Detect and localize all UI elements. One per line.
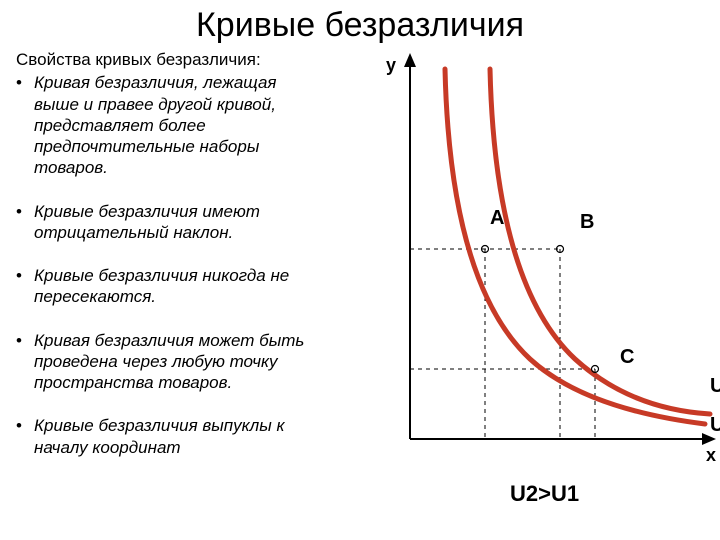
page-title: Кривые безразличия bbox=[0, 0, 720, 49]
chart-svg bbox=[360, 49, 720, 479]
list-item: Кривые безразличия никогда не пересекают… bbox=[16, 265, 324, 308]
indifference-chart: yxABCU1U2U2>U1 bbox=[360, 49, 720, 479]
list-item: Кривые безразличия имеют отрицательный н… bbox=[16, 201, 324, 244]
list-item: Кривая безразличия может быть проведена … bbox=[16, 330, 324, 394]
properties-panel: Свойства кривых безразличия: Кривая безр… bbox=[0, 49, 330, 537]
x-axis-label: x bbox=[706, 445, 716, 466]
point-label-A: A bbox=[490, 207, 504, 230]
content-row: Свойства кривых безразличия: Кривая безр… bbox=[0, 49, 720, 537]
list-item: Кривые безразличия выпуклы к началу коор… bbox=[16, 415, 324, 458]
list-item: Кривая безразличия, лежащая выше и праве… bbox=[16, 72, 324, 178]
y-axis-label: y bbox=[386, 55, 396, 76]
properties-intro: Свойства кривых безразличия: bbox=[16, 49, 324, 70]
chart-panel: y x A B C U1 U2 U2>U1 bbox=[330, 49, 720, 537]
point-label-C: C bbox=[620, 346, 634, 369]
curve-label-U2: U2 bbox=[710, 375, 720, 398]
comparison-label: U2>U1 bbox=[510, 481, 579, 507]
properties-list: Кривая безразличия, лежащая выше и праве… bbox=[16, 72, 324, 458]
point-label-B: B bbox=[580, 211, 594, 234]
curve-label-U1: U1 bbox=[710, 414, 720, 437]
